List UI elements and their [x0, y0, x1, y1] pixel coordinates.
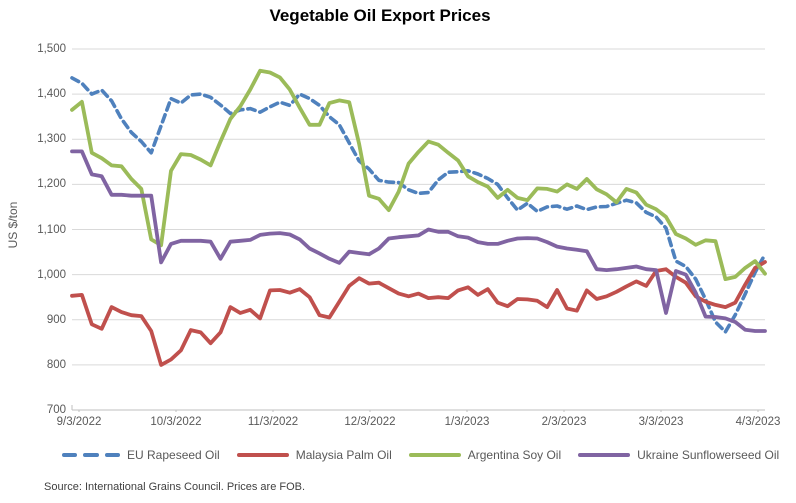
y-tick-label: 700 [46, 404, 66, 416]
solid-line-swatch-icon [236, 453, 289, 457]
y-tick-label: 900 [46, 313, 66, 326]
legend-item-eu-rapeseed-oil: EU Rapeseed Oil [62, 448, 220, 462]
x-tick-label: 4/3/2023 [735, 416, 781, 428]
y-tick-label: 800 [46, 358, 66, 371]
legend-item-ukraine-sunflowerseed-oil: Ukraine Sunflowerseed Oil [578, 448, 779, 462]
y-tick-label: 1,200 [37, 178, 66, 191]
x-tick-label: 10/3/2022 [150, 416, 202, 428]
source-note: Source: International Grains Council. Pr… [44, 481, 306, 493]
x-tick-label: 1/3/2023 [444, 416, 490, 428]
y-tick-label: 1,100 [37, 223, 66, 236]
legend-label: Ukraine Sunflowerseed Oil [637, 448, 780, 462]
legend-label: Malaysia Palm Oil [295, 448, 392, 462]
y-tick-label: 1,500 [37, 43, 66, 55]
series-line-malaysia-palm-oil [70, 260, 767, 367]
solid-line-swatch-icon [578, 453, 631, 457]
series-line-argentina-soy-oil [70, 68, 767, 282]
series-line-eu-rapeseed-oil [70, 76, 767, 334]
x-tick-label: 12/3/2022 [344, 416, 396, 428]
x-tick-label: 3/3/2023 [638, 416, 684, 428]
dashed-line-swatch-icon [62, 453, 120, 457]
solid-line-swatch-icon [408, 453, 461, 457]
x-tick-label: 2/3/2023 [541, 416, 587, 428]
legend-item-argentina-soy-oil: Argentina Soy Oil [408, 448, 562, 462]
legend-label: EU Rapeseed Oil [127, 448, 220, 462]
y-tick-label: 1,300 [37, 133, 66, 146]
plot-area [70, 48, 767, 412]
legend-item-malaysia-palm-oil: Malaysia Palm Oil [236, 448, 392, 462]
x-tick-label: 9/3/2022 [56, 416, 102, 428]
y-axis-title: US $/ton [6, 201, 20, 249]
y-tick-label: 1,400 [37, 88, 66, 101]
x-tick-label: 11/3/2022 [247, 416, 299, 428]
chart-title: Vegetable Oil Export Prices [269, 6, 491, 25]
legend-label: Argentina Soy Oil [467, 448, 562, 462]
series-line-ukraine-sunflowerseed-oil [70, 149, 767, 333]
y-tick-label: 1,000 [37, 268, 66, 281]
legend: EU Rapeseed Oil Malaysia Palm Oil Argent… [62, 448, 796, 462]
